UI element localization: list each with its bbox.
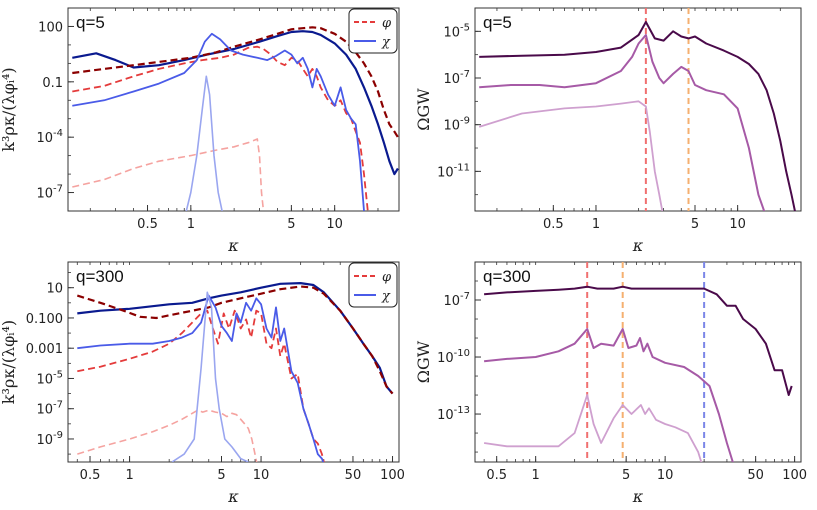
y-tick-label: 100: [38, 20, 63, 35]
series-line-2: [483, 394, 703, 462]
series-line-5: [171, 291, 249, 462]
x-tick-label: 100: [380, 468, 405, 483]
x-tick-label: 5: [217, 468, 225, 483]
series-line-5: [185, 75, 223, 211]
series-line-4: [77, 409, 258, 462]
panel-annotation: q=5: [483, 13, 512, 32]
series-line-0: [77, 282, 394, 395]
series-line-2: [478, 100, 664, 211]
x-tick-label: 5: [691, 217, 699, 232]
y-tick-label: 10-11: [437, 162, 470, 180]
x-axis-label: κ: [227, 487, 239, 506]
x-tick-label: 5: [622, 468, 630, 483]
x-tick-label: 10: [326, 217, 343, 232]
x-tick-label: 1: [532, 468, 540, 483]
x-tick-label: 1: [125, 468, 133, 483]
y-tick-label: 0.001: [26, 342, 63, 357]
legend-label: χ: [381, 289, 391, 304]
plot-frame: [474, 7, 802, 212]
y-tick-label: 10-7: [36, 400, 63, 418]
legend-label: χ: [381, 35, 391, 50]
series-line-0: [72, 30, 399, 176]
x-tick-label: 0.5: [486, 468, 507, 483]
y-tick-label: 10-5: [443, 22, 470, 40]
panel-annotation: q=5: [76, 13, 105, 32]
x-tick-label: 1: [592, 217, 600, 232]
y-tick-label: 10-7: [443, 69, 470, 87]
panel-top-left: 0.5 1 5 10 100 0.1 10-4 10-7 q=5 κ k³ρκ/(λφᵢ⁴) φχ: [0, 7, 400, 255]
x-tick-label: 0.5: [80, 468, 101, 483]
y-tick-label: 10-10: [437, 348, 470, 366]
x-tick-label: 10: [253, 468, 270, 483]
panel-annotation: q=300: [76, 267, 124, 286]
y-tick-label: 10-9: [36, 430, 63, 448]
y-axis-label: ΩGW: [414, 340, 433, 383]
x-tick-label: 0.5: [543, 217, 564, 232]
y-axis-label: k³ρκ/(λφᵢ⁴): [0, 67, 18, 151]
x-tick-label: 5: [287, 217, 295, 232]
panel-bottom-right: 0.5 1 5 10 50 100 10-7 10-10 10-13 q=300 κ ΩGW: [414, 261, 807, 506]
series-line-3: [72, 32, 365, 211]
series-line-1: [72, 26, 399, 138]
x-axis-label: κ: [227, 236, 239, 255]
y-tick-label: 10-7: [443, 291, 470, 309]
y-tick-label: 0.100: [26, 312, 63, 327]
series-line-1: [76, 285, 394, 395]
y-tick-label: 0.1: [42, 76, 63, 91]
legend-label: φ: [382, 16, 392, 31]
legend: φχ: [348, 8, 398, 54]
panel-bottom-left: 0.5 1 5 10 50 100 10 0.100 0.001 10-5 10-7 10-9 q=30…: [0, 261, 405, 506]
y-axis-label: ΩGW: [414, 88, 433, 131]
series-line-1: [483, 328, 734, 462]
y-axis-label: k³ρκ/(λφᵢ⁴): [0, 320, 18, 404]
series-line-2: [72, 45, 369, 211]
y-tick-label: 10-4: [36, 128, 63, 146]
series-line-3: [77, 294, 325, 462]
series-line-2: [77, 309, 325, 462]
y-tick-label: 10-7: [36, 184, 63, 202]
series-line-4: [72, 138, 265, 211]
x-axis-label: κ: [632, 487, 644, 506]
x-tick-label: 1: [187, 217, 195, 232]
legend: φχ: [348, 262, 398, 308]
series-line-1: [479, 34, 766, 211]
x-tick-label: 10: [729, 217, 746, 232]
series-line-0: [479, 21, 796, 211]
plot-frame: [474, 261, 802, 463]
plot-frame: [67, 7, 400, 212]
y-tick-label: 10-13: [437, 405, 470, 423]
y-tick-label: 10-9: [443, 116, 470, 134]
series-line-0: [484, 285, 793, 396]
x-tick-label: 0.5: [137, 217, 158, 232]
panel-top-right: 0.5 1 5 10 10-5 10-7 10-9 10-11 q=5 κ ΩGW: [414, 7, 802, 255]
y-tick-label: 10-5: [36, 369, 63, 387]
x-tick-label: 50: [345, 468, 362, 483]
x-tick-label: 50: [747, 468, 764, 483]
x-axis-label: κ: [632, 236, 644, 255]
legend-label: φ: [382, 270, 392, 285]
plot-frame: [67, 261, 400, 463]
x-tick-label: 100: [782, 468, 807, 483]
y-tick-label: 10: [46, 282, 63, 297]
panel-annotation: q=300: [483, 267, 531, 286]
x-tick-label: 10: [657, 468, 674, 483]
